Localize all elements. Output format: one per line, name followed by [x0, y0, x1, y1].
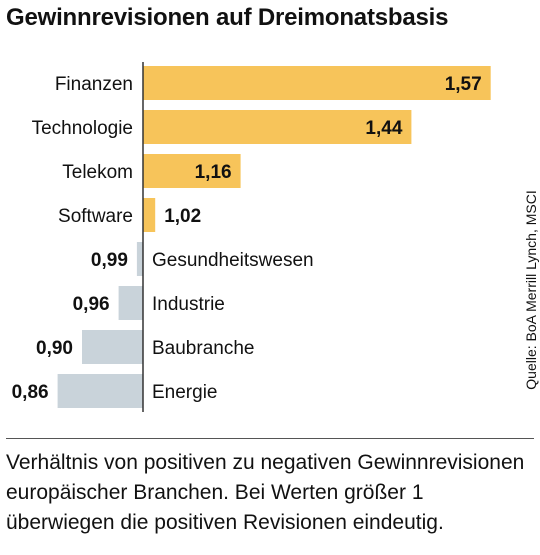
category-label-technologie: Technologie: [32, 118, 133, 139]
bar-chart: Finanzen 1,57 Technologie 1,44 Telekom 1,16 So…: [12, 62, 539, 412]
bar-telekom: [143, 154, 241, 188]
divider: [6, 438, 534, 439]
value-label-finanzen: 1,57: [445, 74, 482, 95]
bar-software: [143, 198, 156, 232]
chart-caption: Verhältnis von positiven zu negativen Ge…: [6, 451, 525, 534]
bar-industrie: [118, 286, 143, 320]
value-label-gesundheitswesen: 0,99: [91, 250, 128, 271]
value-label-software: 1,02: [164, 206, 201, 227]
bar-technologie: [143, 110, 412, 144]
value-label-industrie: 0,96: [73, 294, 110, 315]
bar-gesundheitswesen: [136, 242, 143, 276]
value-label-energie: 0,86: [12, 382, 49, 403]
value-label-baubranche: 0,90: [36, 338, 73, 359]
value-label-telekom: 1,16: [195, 162, 232, 183]
category-label-software: Software: [58, 206, 133, 227]
bar-baubranche: [82, 330, 143, 364]
category-label-finanzen: Finanzen: [55, 74, 133, 95]
category-label-energie: Energie: [152, 382, 218, 403]
bar-finanzen: [143, 66, 491, 100]
category-label-baubranche: Baubranche: [152, 338, 254, 359]
bar-energie: [57, 374, 143, 408]
value-label-technologie: 1,44: [365, 118, 402, 139]
chart-title: Gewinnrevisionen auf Dreimonatsbasis: [6, 4, 449, 31]
category-label-industrie: Industrie: [152, 294, 225, 315]
category-label-telekom: Telekom: [62, 162, 133, 183]
source-note: Quelle: BoA Merrill Lynch, MSCI: [523, 190, 539, 389]
category-label-gesundheitswesen: Gesundheitswesen: [152, 250, 314, 271]
